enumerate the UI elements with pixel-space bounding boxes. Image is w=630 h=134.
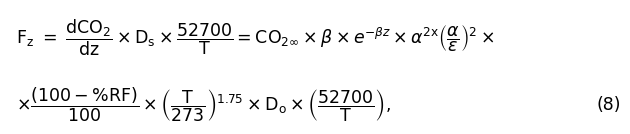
Text: $\times \dfrac{(100 - \%\mathrm{RF})}{100} \times \left(\dfrac{\mathrm{T}}{273}\: $\times \dfrac{(100 - \%\mathrm{RF})}{10… [16, 85, 391, 124]
Text: $\mathrm{F_z} \ = \ \dfrac{\mathrm{dCO_2}}{\mathrm{dz}} \times \mathrm{D_s} \tim: $\mathrm{F_z} \ = \ \dfrac{\mathrm{dCO_2… [16, 17, 494, 58]
Text: (8): (8) [596, 96, 621, 113]
